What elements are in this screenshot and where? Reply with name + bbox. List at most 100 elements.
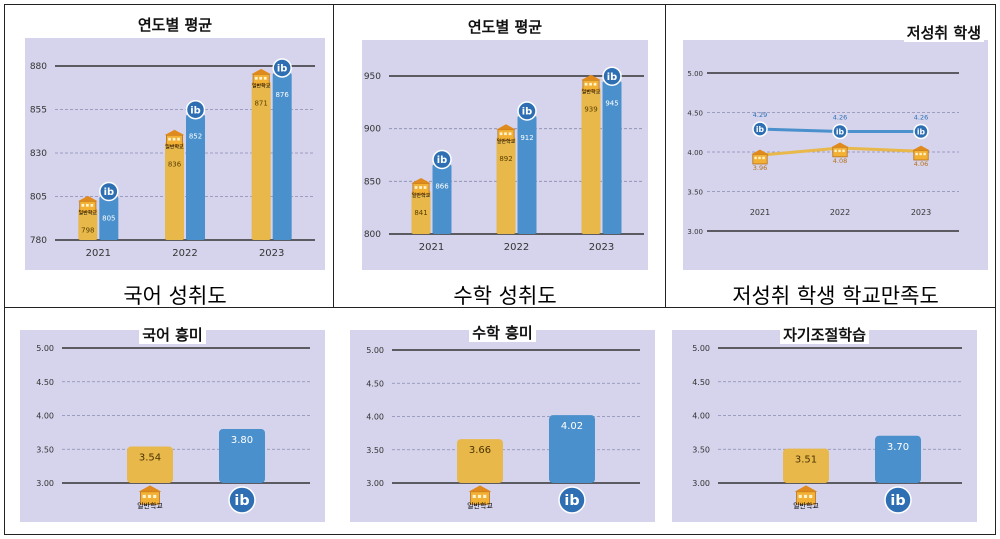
x-tick-label: 2021 bbox=[86, 248, 111, 259]
y-tick-label: 3.50 bbox=[36, 445, 54, 454]
y-tick-label: 3.50 bbox=[692, 445, 710, 454]
math-interest-chart: 3.00 3.50 4.00 4.50 5.00 3.66 일반학교 4.02 ib bbox=[366, 346, 640, 514]
ib-logo-icon: ib bbox=[517, 101, 537, 121]
school-label: 일반학교 bbox=[165, 144, 184, 151]
ib-bar bbox=[549, 415, 595, 483]
y-tick-label: 800 bbox=[364, 230, 381, 240]
y-tick-label: 3.50 bbox=[366, 446, 384, 455]
school-roof bbox=[138, 485, 162, 492]
chart-caption: 수학 성취도 bbox=[453, 284, 557, 308]
school-bar bbox=[251, 81, 271, 240]
school-label: 일반학교 bbox=[79, 210, 98, 217]
x-tick-label: 2021 bbox=[750, 208, 770, 217]
chart-panel: 800 850 900 950 841 일반학교 866 ib 2021 892 일반학교 912 ib… bbox=[362, 40, 648, 270]
ib-logo-text: ib bbox=[890, 493, 905, 509]
ib-logo-text: ib bbox=[104, 187, 114, 198]
ib-bar bbox=[432, 164, 452, 234]
school-window bbox=[419, 186, 422, 189]
bar-value-label: 798 bbox=[81, 227, 94, 235]
ib-logo-icon: ib bbox=[832, 123, 848, 140]
ib-logo-icon: ib bbox=[558, 486, 586, 514]
point-value-label: 3.96 bbox=[753, 164, 767, 172]
school-building-icon bbox=[77, 195, 98, 213]
school-window bbox=[834, 149, 837, 153]
y-tick-label: 4.00 bbox=[692, 412, 710, 421]
school-window bbox=[842, 149, 845, 153]
school-window bbox=[754, 156, 757, 160]
school-window bbox=[504, 132, 507, 136]
chart-title: 연도별 평균 bbox=[25, 14, 325, 35]
school-window bbox=[809, 494, 813, 498]
ib-logo-text: ib bbox=[917, 127, 926, 136]
school-roof bbox=[751, 149, 769, 155]
school-body bbox=[913, 150, 929, 161]
school-building-icon bbox=[251, 68, 272, 86]
chart-panel: 3.00 3.50 4.00 4.50 5.00 3.54 일반학교 3.80 ib bbox=[20, 330, 325, 522]
satisfaction-chart: 3.00 3.50 4.00 4.50 5.00 2021 2022 2023 4.29 ib 4.… bbox=[687, 70, 959, 236]
school-building-icon bbox=[831, 142, 849, 158]
y-tick-label: 4.00 bbox=[36, 412, 54, 421]
school-bar bbox=[457, 439, 503, 483]
school-bar bbox=[581, 87, 601, 234]
math-achievement-chart: 800 850 900 950 841 일반학교 866 ib 2021 892 일반학교 912 ib… bbox=[364, 66, 644, 253]
school-roof bbox=[581, 74, 601, 81]
school-window bbox=[758, 156, 761, 160]
korean-achievement-cell: 연도별 평균 780 805 830 855 880 798 일반학교 805 ib 2021 83… bbox=[25, 4, 325, 308]
y-tick-label: 830 bbox=[30, 149, 47, 159]
chart-panel: 3.00 3.50 4.00 4.50 5.00 3.51 일반학교 3.70 ib bbox=[672, 330, 977, 522]
ib-logo-text: ib bbox=[756, 125, 765, 134]
ib-logo-circle bbox=[185, 99, 206, 120]
school-window bbox=[919, 152, 922, 156]
y-tick-label: 3.00 bbox=[366, 479, 384, 488]
ib-logo-circle bbox=[832, 123, 848, 140]
y-tick-label: 880 bbox=[30, 62, 47, 72]
school-window bbox=[915, 152, 918, 156]
bar-value-label: 912 bbox=[520, 134, 533, 142]
school-window bbox=[472, 494, 476, 498]
bar-value-label: 836 bbox=[168, 161, 182, 169]
bar-value-label: 945 bbox=[605, 99, 618, 107]
y-tick-label: 3.50 bbox=[687, 189, 703, 197]
y-tick-label: 4.50 bbox=[366, 379, 384, 388]
ib-logo-circle bbox=[99, 181, 119, 202]
point-value-label: 4.29 bbox=[753, 111, 767, 119]
cell-divider bbox=[665, 4, 666, 307]
school-window bbox=[153, 494, 157, 498]
ib-logo-icon: ib bbox=[99, 181, 119, 202]
school-window bbox=[86, 203, 89, 207]
math-achievement-cell: 연도별 평균 800 850 900 950 841 일반학교 866 ib 2021 892 일반… bbox=[362, 4, 648, 308]
school-roof bbox=[77, 195, 98, 202]
school-bar bbox=[496, 137, 516, 234]
ib-logo-circle bbox=[558, 486, 586, 514]
ib-bar bbox=[875, 435, 921, 483]
y-tick-label: 950 bbox=[364, 72, 381, 82]
y-tick-label: 855 bbox=[30, 106, 47, 116]
school-window bbox=[483, 494, 487, 498]
point-value-label: 4.06 bbox=[914, 160, 928, 168]
ib-logo-icon: ib bbox=[602, 66, 622, 87]
ib-logo-icon: ib bbox=[752, 121, 768, 137]
school-window bbox=[263, 76, 267, 80]
x-tick-label: 2023 bbox=[911, 208, 931, 217]
ib-logo-circle bbox=[913, 123, 929, 140]
x-tick-label: 2022 bbox=[172, 248, 197, 259]
school-bar bbox=[783, 448, 829, 483]
school-label: 일반학교 bbox=[467, 501, 493, 510]
ib-logo-text: ib bbox=[836, 127, 845, 136]
korean-interest-cell: 3.00 3.50 4.00 4.50 5.00 3.54 일반학교 3.80 ib 국어 흥미 bbox=[20, 322, 325, 522]
korean-interest-chart: 3.00 3.50 4.00 4.50 5.00 3.54 일반학교 3.80 ib bbox=[36, 344, 310, 514]
chart-title: 국어 흥미 bbox=[20, 324, 325, 345]
point-value-label: 4.08 bbox=[833, 157, 847, 165]
school-window bbox=[142, 494, 146, 498]
school-label: 일반학교 bbox=[582, 89, 601, 96]
school-bar bbox=[411, 190, 431, 234]
x-tick-label: 2022 bbox=[830, 208, 850, 217]
x-tick-label: 2023 bbox=[589, 242, 614, 253]
ib-logo-text: ib bbox=[522, 107, 532, 118]
school-window bbox=[838, 149, 841, 153]
ib-logo-circle bbox=[228, 486, 256, 514]
school-window bbox=[762, 156, 765, 160]
school-building-icon bbox=[794, 485, 818, 505]
school-roof bbox=[496, 124, 516, 130]
bar-value-label: 3.70 bbox=[887, 442, 909, 453]
